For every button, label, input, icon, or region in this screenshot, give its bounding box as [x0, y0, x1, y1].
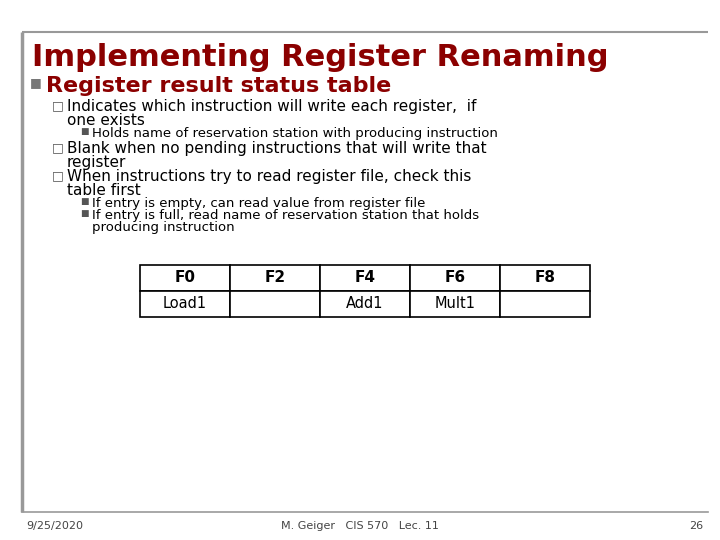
Text: □: □ [52, 169, 64, 182]
Text: ■: ■ [80, 197, 89, 206]
Text: F8: F8 [534, 271, 556, 286]
Text: Add1: Add1 [346, 296, 384, 312]
Bar [230, 265, 320, 291]
Text: F2: F2 [264, 271, 286, 286]
Bar [140, 291, 230, 317]
Text: F4: F4 [354, 271, 376, 286]
Text: □: □ [52, 99, 64, 112]
Bar [500, 291, 590, 317]
Bar [140, 265, 230, 291]
Text: Holds name of reservation station with producing instruction: Holds name of reservation station with p… [92, 127, 498, 140]
Text: When instructions try to read register file, check this: When instructions try to read register f… [67, 169, 472, 184]
Bar [230, 291, 320, 317]
Text: ■: ■ [80, 209, 89, 218]
Bar [410, 265, 500, 291]
Text: register: register [67, 155, 127, 170]
Bar [500, 265, 590, 291]
Text: F6: F6 [444, 271, 466, 286]
Text: one exists: one exists [67, 113, 145, 128]
Text: Mult1: Mult1 [434, 296, 475, 312]
Text: Implementing Register Renaming: Implementing Register Renaming [32, 43, 608, 72]
Bar [320, 265, 410, 291]
Text: ■: ■ [30, 76, 42, 89]
Text: producing instruction: producing instruction [92, 221, 235, 234]
Text: table first: table first [67, 183, 140, 198]
Text: F0: F0 [174, 271, 196, 286]
Text: Blank when no pending instructions that will write that: Blank when no pending instructions that … [67, 141, 487, 156]
Text: If entry is empty, can read value from register file: If entry is empty, can read value from r… [92, 197, 426, 210]
Bar [410, 291, 500, 317]
Text: □: □ [52, 141, 64, 154]
Text: Register result status table: Register result status table [46, 76, 391, 96]
Text: Indicates which instruction will write each register,  if: Indicates which instruction will write e… [67, 99, 477, 114]
Text: Load1: Load1 [163, 296, 207, 312]
Text: 26: 26 [689, 521, 703, 531]
Text: ■: ■ [80, 127, 89, 136]
Text: If entry is full, read name of reservation station that holds: If entry is full, read name of reservati… [92, 209, 479, 222]
Text: 9/25/2020: 9/25/2020 [26, 521, 83, 531]
Text: M. Geiger   CIS 570   Lec. 11: M. Geiger CIS 570 Lec. 11 [281, 521, 439, 531]
Bar [320, 291, 410, 317]
